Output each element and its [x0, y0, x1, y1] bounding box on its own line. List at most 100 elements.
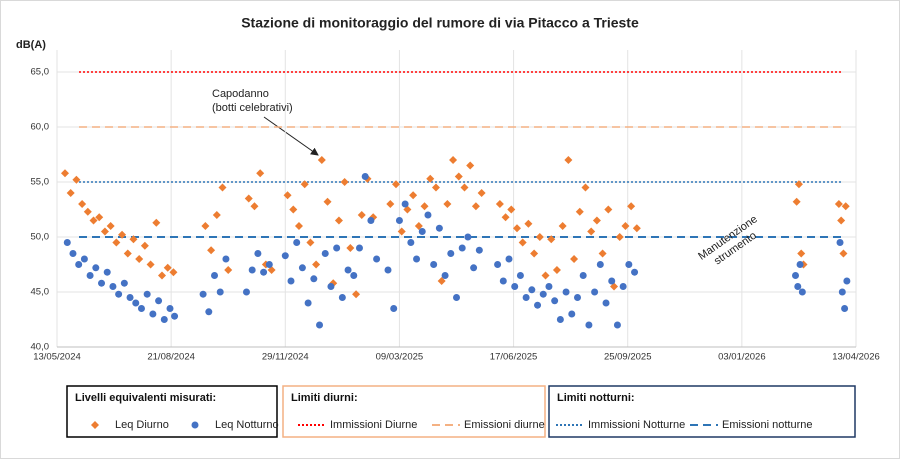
data-point	[352, 290, 361, 299]
y-tick-label: 60,0	[31, 122, 50, 133]
data-point	[60, 169, 69, 178]
data-point	[281, 252, 289, 260]
data-point	[414, 222, 423, 230]
data-point	[75, 261, 83, 268]
data-point	[528, 286, 536, 294]
data-point	[604, 205, 613, 214]
legend-label: Leq Notturno	[215, 419, 279, 431]
data-point	[95, 213, 104, 222]
data-point	[211, 272, 219, 279]
data-point	[254, 250, 262, 257]
annotation: Capodanno	[212, 88, 269, 100]
data-point	[201, 222, 210, 230]
data-point	[338, 294, 346, 301]
data-point	[216, 288, 224, 296]
data-point	[89, 216, 98, 225]
data-point	[109, 283, 117, 290]
data-point	[129, 235, 138, 244]
legend-title: Limiti diurni:	[291, 392, 358, 404]
data-point	[392, 180, 401, 189]
data-point	[289, 205, 298, 214]
data-point	[834, 200, 843, 208]
data-point	[627, 202, 636, 211]
data-point	[568, 310, 576, 318]
data-point	[112, 238, 121, 247]
data-point	[212, 211, 221, 219]
data-point	[256, 169, 265, 178]
data-point	[413, 255, 421, 263]
data-point	[424, 211, 432, 219]
y-tick-label: 50,0	[31, 232, 50, 243]
data-point	[570, 255, 579, 263]
data-point	[610, 282, 619, 291]
data-point	[395, 217, 403, 224]
data-point	[420, 202, 429, 211]
data-point	[541, 271, 550, 280]
data-point	[585, 321, 593, 329]
data-point	[242, 288, 250, 296]
data-point	[171, 312, 179, 320]
data-point	[495, 200, 504, 208]
legend-label: Emissioni notturne	[722, 419, 813, 431]
data-point	[551, 297, 559, 305]
data-point	[613, 321, 621, 329]
data-point	[596, 261, 604, 268]
data-point	[384, 266, 392, 274]
data-point	[464, 233, 472, 241]
data-point	[333, 244, 341, 252]
data-point	[118, 230, 127, 239]
data-point	[505, 255, 513, 263]
data-point	[556, 316, 564, 323]
x-tick-label: 25/09/2025	[604, 352, 652, 363]
data-point	[552, 266, 561, 274]
y-axis-title: dB(A)	[16, 39, 46, 51]
data-point	[453, 294, 460, 301]
data-point	[558, 222, 567, 230]
data-point	[115, 290, 123, 298]
data-point	[454, 172, 463, 181]
annotation: (botti celebrativi)	[212, 102, 293, 114]
legend-box	[282, 385, 546, 438]
data-point	[475, 246, 483, 254]
data-point	[401, 200, 409, 208]
data-point	[137, 305, 145, 312]
data-point	[250, 202, 259, 211]
legend-label: Immissioni Diurne	[330, 419, 417, 431]
data-point	[373, 255, 381, 263]
data-point	[579, 272, 587, 279]
data-point	[355, 244, 363, 252]
data-point	[794, 283, 802, 290]
data-point	[293, 239, 301, 246]
data-point	[619, 283, 627, 290]
data-point	[581, 183, 590, 192]
data-point	[222, 255, 230, 263]
data-point	[598, 249, 607, 258]
data-point	[632, 224, 641, 233]
legend-box	[66, 385, 278, 438]
data-point	[587, 227, 596, 236]
data-point	[132, 299, 140, 307]
data-point	[435, 224, 443, 232]
data-point	[304, 299, 312, 307]
data-point	[265, 261, 273, 268]
data-point	[72, 175, 81, 184]
data-point	[501, 213, 510, 222]
data-point	[298, 264, 306, 272]
data-point	[573, 294, 581, 301]
x-tick-label: 13/04/2026	[832, 352, 880, 363]
data-point	[317, 156, 326, 164]
data-point	[564, 156, 573, 164]
data-point	[155, 297, 163, 305]
data-point	[300, 180, 309, 189]
x-tick-label: 29/11/2024	[262, 352, 309, 363]
data-point	[631, 268, 639, 276]
data-point	[143, 290, 151, 298]
data-point	[91, 421, 99, 429]
data-point	[146, 260, 155, 269]
data-point	[615, 233, 624, 241]
data-point	[507, 205, 516, 214]
data-point	[199, 290, 207, 298]
data-point	[431, 183, 440, 192]
data-point	[346, 244, 355, 252]
